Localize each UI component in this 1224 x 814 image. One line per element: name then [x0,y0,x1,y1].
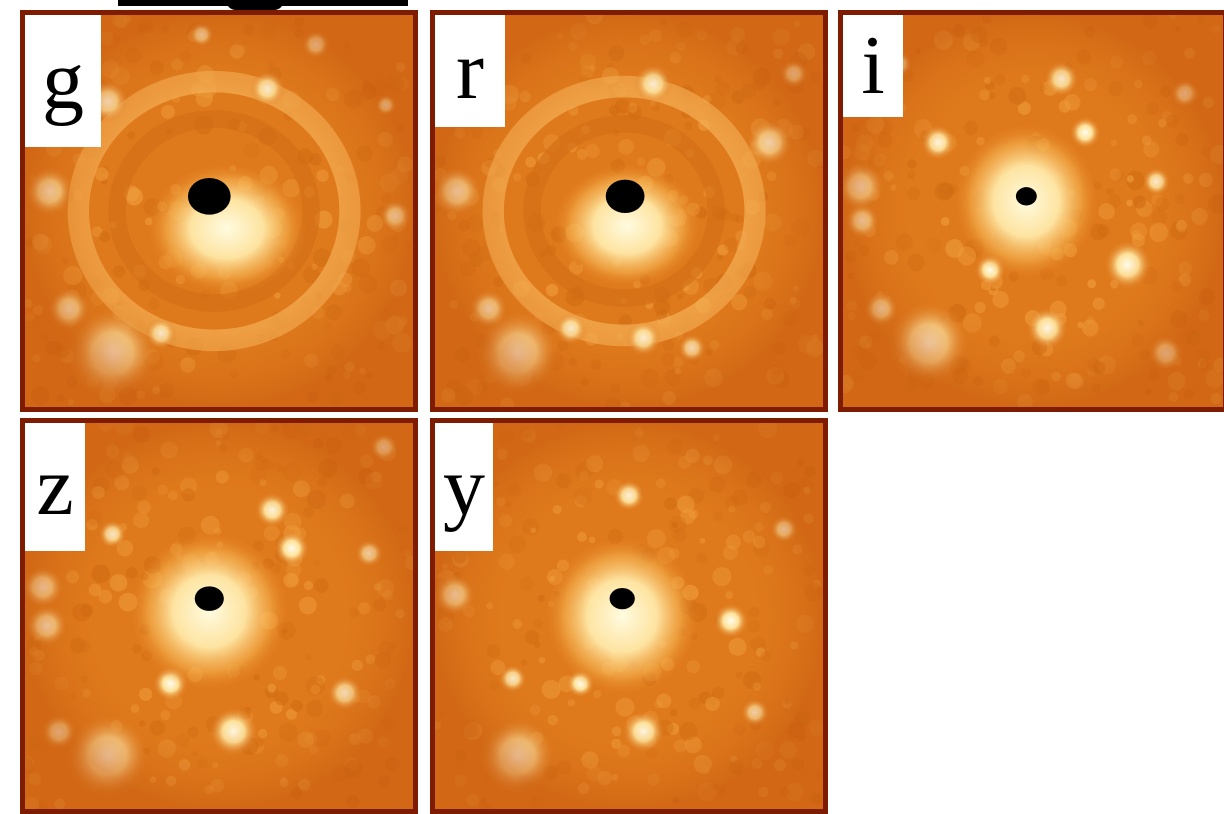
band-label-r: r [435,15,505,127]
panel-i-image [843,15,1223,407]
band-label-i: i [843,15,903,117]
panel-r-band: r [430,10,828,412]
panel-y-image [435,423,823,809]
band-label-y: y [435,423,493,551]
panel-i-band: i [838,10,1224,412]
header-glyph-fragment [226,0,284,10]
vignette [435,423,823,809]
band-label-z: z [25,423,85,551]
panel-y-band: y [430,418,828,814]
panel-g-band: g [20,10,418,412]
vignette [25,423,413,809]
panel-z-image [25,423,413,809]
panel-z-band: z [20,418,418,814]
vignette [843,15,1223,407]
band-label-g: g [25,15,101,147]
